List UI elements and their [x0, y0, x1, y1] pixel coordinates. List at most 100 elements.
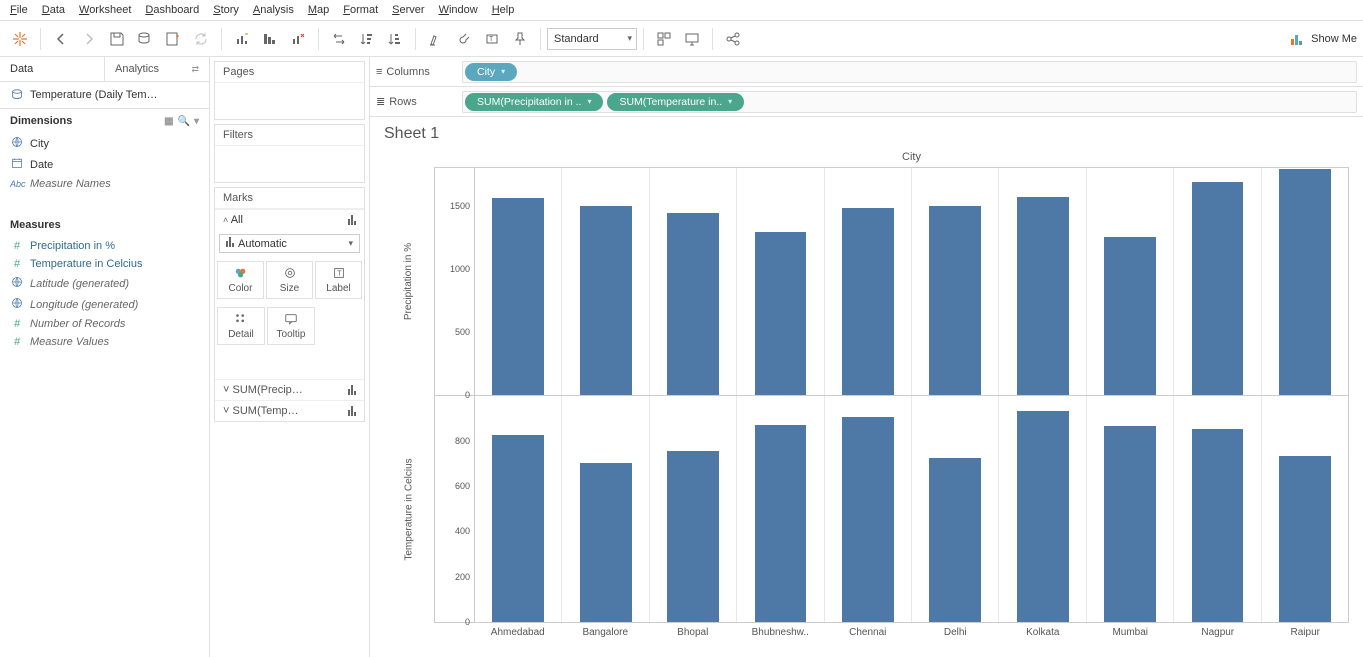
field-precipitation-in-[interactable]: #Precipitation in % [4, 237, 205, 255]
presentation-icon[interactable] [678, 25, 706, 53]
bar[interactable] [1017, 197, 1069, 395]
columns-shelf[interactable]: ≡Columns City▾ [370, 57, 1363, 87]
tableau-logo-icon[interactable] [6, 25, 34, 53]
bar[interactable] [842, 208, 894, 394]
x-label: Bhopal [649, 623, 737, 638]
bar[interactable] [667, 213, 719, 394]
sort-d-icon[interactable] [381, 25, 409, 53]
forward-icon[interactable] [75, 25, 103, 53]
bar[interactable] [580, 206, 632, 395]
show-cards-icon[interactable] [650, 25, 678, 53]
highlight-icon[interactable] [422, 25, 450, 53]
menu-map[interactable]: Map [308, 4, 329, 16]
sheet-title[interactable]: Sheet 1 [370, 117, 1363, 151]
chart-container: City Precipitation in % Temperature in C… [370, 151, 1363, 657]
axis-tick: 800 [455, 436, 470, 446]
bar[interactable] [929, 206, 981, 395]
field-number-of-records[interactable]: #Number of Records [4, 315, 205, 333]
search-icon[interactable]: 🔍 [178, 116, 190, 127]
field-measure-values[interactable]: #Measure Values [4, 333, 205, 351]
datasource-item[interactable]: Temperature (Daily Tem… [0, 82, 209, 109]
tab-analytics[interactable]: Analytics⇄ [105, 57, 209, 81]
menu-server[interactable]: Server [392, 4, 424, 16]
bar-cell [1174, 396, 1261, 623]
field-latitude-generated-[interactable]: Latitude (generated) [4, 273, 205, 294]
group-icon[interactable] [450, 25, 478, 53]
swap-icon[interactable] [228, 25, 256, 53]
refresh-icon[interactable] [187, 25, 215, 53]
field-date[interactable]: Date [4, 154, 205, 175]
bar-cell [1087, 168, 1174, 395]
pin-icon[interactable] [506, 25, 534, 53]
field-temperature-in-celcius[interactable]: #Temperature in Celcius [4, 255, 205, 273]
menu-worksheet[interactable]: Worksheet [79, 4, 131, 16]
field-city[interactable]: City [4, 133, 205, 154]
bar[interactable] [1017, 411, 1069, 622]
bar[interactable] [842, 417, 894, 622]
bar[interactable] [667, 451, 719, 622]
mark-color-button[interactable]: Color [217, 261, 264, 299]
new-worksheet-icon[interactable] [159, 25, 187, 53]
mark-type-selector[interactable]: Automatic [219, 234, 360, 253]
menu-dashboard[interactable]: Dashboard [145, 4, 199, 16]
marks-all-row[interactable]: ˄ All [215, 209, 364, 230]
bar[interactable] [492, 435, 544, 622]
filters-card[interactable]: Filters [214, 124, 365, 183]
svg-text:T: T [489, 36, 494, 43]
sort-asc-icon[interactable] [256, 25, 284, 53]
marks-shelf-item[interactable]: ˅ SUM(Precip… [215, 379, 364, 400]
field-longitude-generated-[interactable]: Longitude (generated) [4, 294, 205, 315]
axis-tick: 200 [455, 572, 470, 582]
axis-tick: 1500 [450, 201, 470, 211]
rows-shelf[interactable]: ≣Rows SUM(Precipitation in ..▾SUM(Temper… [370, 87, 1363, 117]
bar[interactable] [929, 458, 981, 622]
x-label: Raipur [1262, 623, 1350, 638]
x-label: Delhi [912, 623, 1000, 638]
bars-icon [348, 215, 356, 225]
bar[interactable] [1192, 182, 1244, 395]
mark-label-button[interactable]: TLabel [315, 261, 362, 299]
menu-file[interactable]: File [10, 4, 28, 16]
back-icon[interactable] [47, 25, 75, 53]
bar-cell [562, 396, 649, 623]
new-datasource-icon[interactable] [131, 25, 159, 53]
view-icon[interactable]: ▦ [164, 116, 173, 127]
bar[interactable] [1104, 237, 1156, 394]
mark-tooltip-button[interactable]: Tooltip [267, 307, 315, 345]
bar[interactable] [755, 425, 807, 622]
bar[interactable] [580, 463, 632, 622]
menu-format[interactable]: Format [343, 4, 378, 16]
fit-selector[interactable]: Standard [547, 28, 637, 50]
bar[interactable] [1192, 429, 1244, 622]
pill-sum-temperature-in-[interactable]: SUM(Temperature in..▾ [607, 93, 744, 111]
menu-help[interactable]: Help [492, 4, 515, 16]
menu-analysis[interactable]: Analysis [253, 4, 294, 16]
label-icon[interactable]: T [478, 25, 506, 53]
menu-data[interactable]: Data [42, 4, 65, 16]
swap-rc-icon[interactable] [325, 25, 353, 53]
save-icon[interactable] [103, 25, 131, 53]
clear-icon[interactable] [284, 25, 312, 53]
mark-size-button[interactable]: Size [266, 261, 313, 299]
mark-detail-button[interactable]: Detail [217, 307, 265, 345]
marks-shelf-item[interactable]: ˅ SUM(Temp… [215, 400, 364, 421]
bar[interactable] [1279, 169, 1331, 394]
tab-data[interactable]: Data [0, 57, 105, 81]
sort-a-icon[interactable] [353, 25, 381, 53]
share-icon[interactable] [719, 25, 747, 53]
menu-bar: File Data Worksheet Dashboard Story Analysis M… [0, 0, 1363, 21]
bar-cell [650, 168, 737, 395]
bar[interactable] [755, 232, 807, 394]
show-me-button[interactable]: Show Me [1289, 31, 1357, 47]
bar[interactable] [1279, 456, 1331, 622]
pill-sum-precipitation-in-[interactable]: SUM(Precipitation in ..▾ [465, 93, 603, 111]
field-measure-names[interactable]: AbcMeasure Names [4, 175, 205, 193]
bar[interactable] [1104, 426, 1156, 622]
pages-card[interactable]: Pages [214, 61, 365, 120]
menu-window[interactable]: Window [439, 4, 478, 16]
menu-story[interactable]: Story [213, 4, 239, 16]
axis-tick: 400 [455, 526, 470, 536]
pill-city[interactable]: City▾ [465, 63, 517, 81]
bar[interactable] [492, 198, 544, 394]
data-panel: Data Analytics⇄ Temperature (Daily Tem… … [0, 57, 210, 657]
